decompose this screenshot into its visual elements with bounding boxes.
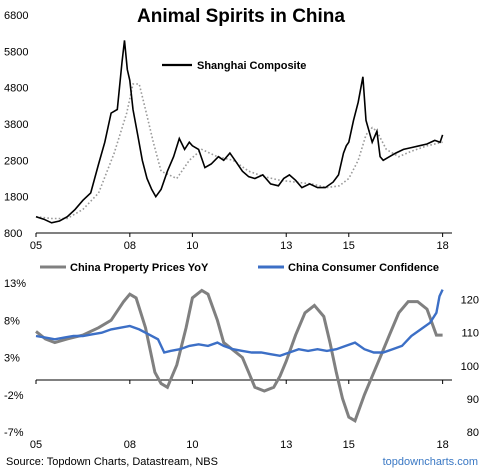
shanghai-composite-line: [35, 40, 444, 224]
top-y-tick-label: 6800: [4, 10, 28, 22]
bottom-x-tick-label: 10: [186, 439, 198, 451]
bottom-right-y-tick-label: 80: [467, 427, 479, 439]
top-y-ticks: 800 1800 2800 3800 4800 5800 6800: [4, 10, 28, 240]
bottom-x-tick-label: 05: [30, 439, 42, 451]
top-y-tick-label: 800: [4, 228, 22, 240]
bottom-x-tick-label: 15: [343, 439, 355, 451]
bottom-legend: China Property Prices YoY China Consumer…: [40, 262, 439, 274]
top-x-tick-label: 08: [124, 240, 136, 252]
top-y-tick-label: 1800: [4, 192, 28, 204]
bottom-left-y-tick-label: 3%: [4, 353, 20, 365]
bottom-right-y-tick-label: 90: [467, 394, 479, 406]
top-y-tick-label: 3800: [4, 119, 28, 131]
shanghai-moving-average-line: [35, 83, 443, 220]
top-legend: Shanghai Composite: [162, 60, 306, 72]
bottom-left-y-tick-label: -7%: [4, 427, 24, 439]
bottom-x-tick-label: 08: [124, 439, 136, 451]
top-x-tick-label: 05: [30, 240, 42, 252]
legend-label-shanghai: Shanghai Composite: [197, 60, 306, 72]
bottom-right-y-tick-label: 100: [461, 361, 479, 373]
top-plot: 800 1800 2800 3800 4800 5800 6800 05 08 10 13 15 18…: [4, 10, 452, 252]
bottom-left-y-tick-label: 8%: [4, 315, 20, 327]
top-x-tick-label: 13: [280, 240, 292, 252]
top-x-tick-label: 10: [186, 240, 198, 252]
top-y-tick-label: 5800: [4, 46, 28, 58]
legend-label-confidence: China Consumer Confidence: [288, 262, 439, 274]
chart-title: Animal Spirits in China: [137, 6, 345, 27]
bottom-x-ticks: 05 08 10 13 15 18: [30, 380, 449, 451]
bottom-left-y-ticks: 13% 8% 3% -2% -7%: [4, 278, 26, 439]
top-y-tick-label: 4800: [4, 83, 28, 95]
top-x-tick-label: 15: [343, 240, 355, 252]
legend-label-property: China Property Prices YoY: [70, 262, 209, 274]
source-note: Source: Topdown Charts, Datastream, NBS: [6, 456, 218, 468]
consumer-confidence-line: [35, 289, 444, 358]
brand-link[interactable]: topdowncharts.com: [383, 456, 478, 468]
bottom-x-tick-label: 18: [436, 439, 448, 451]
property-prices-line: [35, 288, 443, 424]
bottom-left-y-tick-label: 13%: [4, 278, 26, 290]
top-y-tick-label: 2800: [4, 155, 28, 167]
top-x-tick-label: 18: [436, 240, 448, 252]
bottom-right-y-tick-label: 110: [461, 328, 479, 340]
top-x-ticks: 05 08 10 13 15 18: [30, 233, 449, 252]
bottom-left-y-tick-label: -2%: [4, 390, 24, 402]
bottom-x-tick-label: 13: [280, 439, 292, 451]
bottom-right-y-tick-label: 120: [461, 295, 479, 307]
bottom-right-y-ticks: 80 90 100 110 120: [461, 295, 479, 439]
bottom-plot: China Property Prices YoY China Consumer…: [4, 262, 479, 451]
